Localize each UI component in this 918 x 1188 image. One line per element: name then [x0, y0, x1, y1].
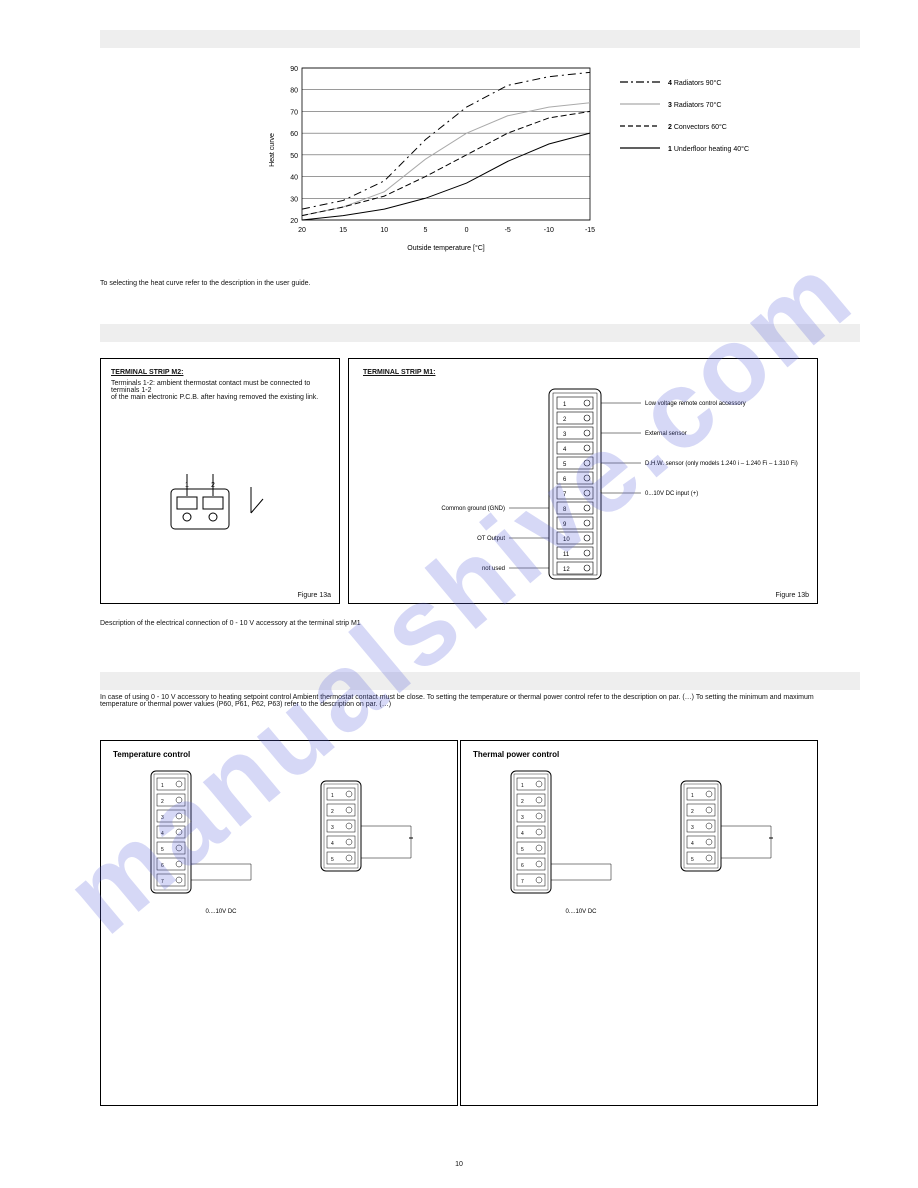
tp-panel-svg: Thermal power control 1 2 3 4 5 6 7 1 2 3 4 5 0....10…: [461, 741, 819, 1107]
svg-text:0...10V DC input (+): 0...10V DC input (+): [645, 491, 698, 497]
heat-curve-chart: 9080706050403020 20151050-5-10-15 Heat c…: [260, 60, 610, 260]
svg-text:5: 5: [331, 857, 334, 863]
svg-text:Common ground (GND): Common ground (GND): [441, 506, 505, 512]
svg-text:30: 30: [290, 196, 298, 203]
svg-text:-10: -10: [544, 227, 554, 234]
svg-text:20: 20: [290, 218, 298, 225]
svg-text:5: 5: [161, 847, 164, 853]
svg-text:0....10V DC: 0....10V DC: [565, 909, 597, 915]
svg-text:4: 4: [691, 841, 694, 847]
ext-footer: Description of the electrical connection…: [100, 620, 361, 627]
svg-text:60: 60: [290, 131, 298, 138]
svg-text:5: 5: [691, 857, 694, 863]
svg-text:-15: -15: [585, 227, 595, 234]
tp-title: Thermal power control: [473, 750, 559, 759]
svg-text:5: 5: [521, 847, 524, 853]
svg-text:3: 3: [161, 815, 164, 821]
svg-text:7: 7: [521, 879, 524, 885]
svg-text:OT Output: OT Output: [477, 536, 505, 542]
svg-text:0: 0: [465, 227, 469, 234]
svg-text:10: 10: [380, 227, 388, 234]
svg-text:15: 15: [339, 227, 347, 234]
svg-text:80: 80: [290, 88, 298, 95]
m2-terminal-diagram: 1 2: [151, 469, 291, 549]
heat-legend: 4 Radiators 90°C 3 Radiators 70°C 2 Convec…: [620, 70, 840, 170]
svg-text:40: 40: [290, 175, 298, 182]
heat-note: To selecting the heat curve refer to the…: [100, 280, 311, 287]
m2-line1: Terminals 1-2: ambient thermostat contac…: [111, 380, 329, 394]
svg-text:not used: not used: [482, 566, 505, 572]
svg-text:6: 6: [161, 863, 164, 869]
svg-text:2: 2: [691, 809, 694, 815]
svg-text:Outside temperature [°C]: Outside temperature [°C]: [407, 244, 485, 252]
svg-text:3: 3: [521, 815, 524, 821]
m2-line2: of the main electronic P.C.B. after havi…: [111, 394, 329, 401]
svg-text:3: 3: [331, 825, 334, 831]
svg-text:2: 2: [331, 809, 334, 815]
svg-text:5: 5: [423, 227, 427, 234]
svg-text:4: 4: [521, 831, 524, 837]
svg-text:1: 1: [161, 783, 164, 789]
svg-text:Low voltage remote control acc: Low voltage remote control accessory: [645, 401, 746, 407]
svg-text:6: 6: [521, 863, 524, 869]
svg-text:1 Underfloor heating 40°C: 1 Underfloor heating 40°C: [668, 145, 749, 153]
svg-text:70: 70: [290, 109, 298, 116]
m1-terminal-diagram: 123456789101112Low voltage remote contro…: [349, 379, 819, 589]
m1-heading: TERMINAL STRIP M1:: [363, 369, 807, 376]
svg-text:2 Convectors 60°C: 2 Convectors 60°C: [668, 123, 727, 131]
svg-text:50: 50: [290, 153, 298, 160]
tp-footer-note: In case of using 0 - 10 V accessory to h…: [100, 694, 820, 708]
fig13a-label: Figure 13a: [298, 592, 331, 599]
svg-text:4 Radiators 90°C: 4 Radiators 90°C: [668, 79, 721, 87]
svg-text:10: 10: [563, 537, 570, 543]
m2-heading: TERMINAL STRIP M2:: [111, 369, 329, 376]
fig13b-label: Figure 13b: [776, 592, 809, 599]
svg-text:4: 4: [161, 831, 164, 837]
svg-text:11: 11: [563, 552, 570, 558]
svg-text:D.H.W. sensor (only models 1.2: D.H.W. sensor (only models 1.240 i – 1.2…: [645, 461, 798, 467]
svg-text:1: 1: [521, 783, 524, 789]
tp-panel-svg: Temperature control 1 2 3 4 5 6 7 1 2 3 4 5 0....10V …: [101, 741, 459, 1107]
tp-title: Temperature control: [113, 750, 190, 759]
svg-text:90: 90: [290, 66, 298, 73]
svg-text:0....10V DC: 0....10V DC: [205, 909, 237, 915]
svg-text:2: 2: [161, 799, 164, 805]
svg-text:1: 1: [691, 793, 694, 799]
svg-text:External sensor: External sensor: [645, 431, 687, 437]
svg-text:3 Radiators 70°C: 3 Radiators 70°C: [668, 101, 721, 109]
page-number: 10: [455, 1161, 463, 1168]
svg-text:Heat curve: Heat curve: [269, 133, 276, 167]
svg-text:7: 7: [161, 879, 164, 885]
svg-text:-5: -5: [505, 227, 511, 234]
svg-text:12: 12: [563, 567, 570, 573]
svg-text:20: 20: [298, 227, 306, 234]
svg-text:3: 3: [691, 825, 694, 831]
svg-text:2: 2: [521, 799, 524, 805]
svg-text:1: 1: [331, 793, 334, 799]
svg-text:4: 4: [331, 841, 334, 847]
